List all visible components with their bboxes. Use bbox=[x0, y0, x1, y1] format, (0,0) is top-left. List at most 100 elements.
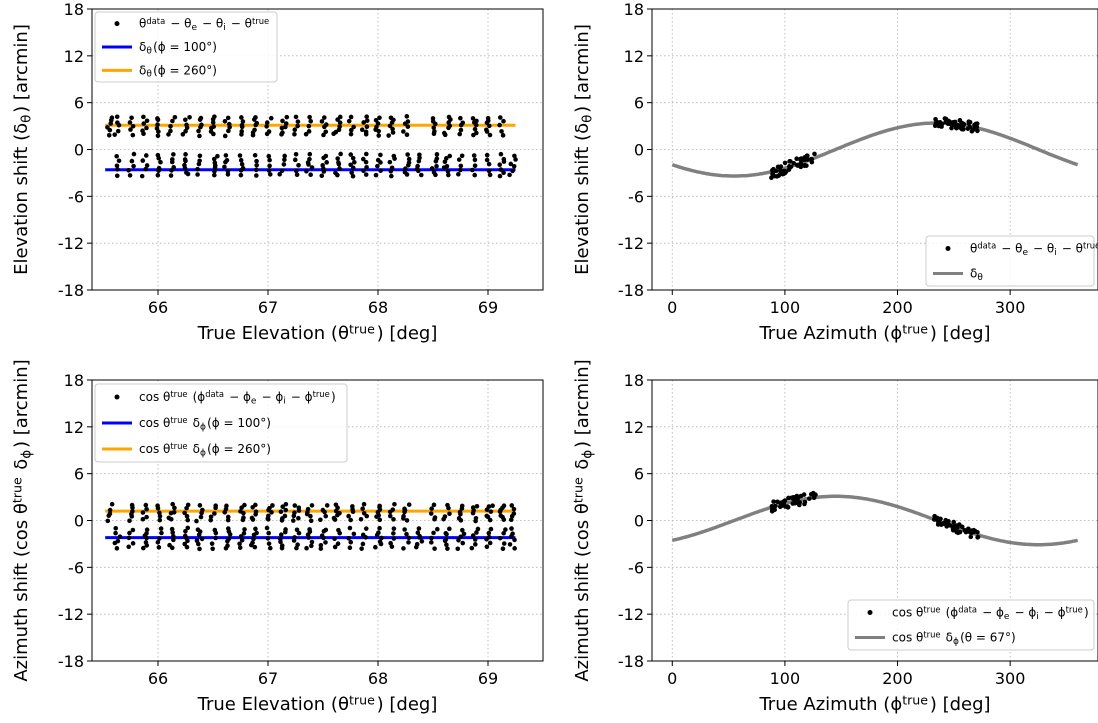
data-point bbox=[254, 163, 259, 168]
data-point bbox=[431, 502, 437, 508]
data-point bbox=[415, 163, 420, 169]
data-point bbox=[307, 527, 312, 532]
legend-label: θdata − θe − θi − θtrue bbox=[970, 241, 1098, 258]
data-point bbox=[337, 114, 343, 120]
y-axis-label: Azimuth shift (cos θtrue δϕ ) [arcmin] bbox=[570, 359, 595, 681]
data-point bbox=[105, 518, 111, 524]
legend-marker bbox=[114, 21, 120, 27]
data-point bbox=[802, 499, 808, 505]
data-point bbox=[497, 535, 503, 541]
data-point bbox=[509, 526, 514, 531]
data-point bbox=[348, 127, 354, 133]
data-point bbox=[405, 152, 410, 157]
legend-label: cos θtrue (ϕdata − ϕe − ϕi − ϕtrue ) bbox=[892, 605, 1089, 622]
data-point bbox=[351, 531, 357, 537]
data-point bbox=[292, 157, 298, 163]
data-point bbox=[485, 115, 491, 121]
data-point bbox=[223, 153, 229, 158]
data-point bbox=[222, 133, 228, 139]
data-point bbox=[417, 533, 422, 539]
data-point bbox=[195, 527, 201, 532]
data-point bbox=[497, 115, 503, 120]
data-point bbox=[458, 534, 464, 540]
data-point bbox=[210, 546, 215, 552]
data-point bbox=[798, 156, 804, 161]
data-point bbox=[416, 526, 422, 531]
data-point bbox=[242, 502, 247, 508]
data-point bbox=[488, 509, 494, 514]
data-point bbox=[964, 529, 969, 534]
data-point bbox=[510, 531, 515, 537]
data-point bbox=[319, 533, 325, 538]
data-point bbox=[157, 536, 162, 541]
data-point bbox=[337, 120, 343, 125]
data-point bbox=[270, 503, 275, 508]
data-point bbox=[198, 514, 204, 520]
data-point bbox=[769, 509, 775, 514]
data-point bbox=[279, 543, 285, 548]
data-point bbox=[390, 130, 396, 135]
data-point bbox=[321, 132, 326, 138]
data-point bbox=[239, 161, 245, 167]
data-point bbox=[446, 114, 452, 120]
data-point bbox=[199, 536, 205, 542]
data-point bbox=[484, 157, 490, 163]
data-point bbox=[351, 124, 356, 130]
data-point bbox=[155, 116, 160, 121]
data-point bbox=[281, 162, 287, 167]
data-point bbox=[208, 514, 214, 520]
data-point bbox=[224, 157, 230, 163]
data-point bbox=[456, 537, 461, 543]
plot-area bbox=[105, 501, 517, 552]
panel-p3: 0 100 200 300 -18 -12 -6 0 6 12 18 True Azimuth (ϕt… bbox=[570, 359, 1098, 715]
y-tick-label: -18 bbox=[618, 281, 644, 300]
data-point bbox=[405, 124, 411, 129]
y-tick-label: -18 bbox=[58, 281, 84, 300]
data-point bbox=[361, 168, 366, 174]
data-point bbox=[948, 523, 953, 528]
data-point bbox=[484, 544, 490, 550]
data-point bbox=[460, 527, 465, 533]
data-point bbox=[373, 172, 379, 178]
data-point bbox=[156, 545, 162, 550]
data-point bbox=[159, 530, 164, 536]
data-point bbox=[510, 168, 515, 174]
data-point bbox=[781, 501, 787, 507]
data-point bbox=[155, 503, 160, 508]
panel-p0: 66 67 68 69 -18 -12 -6 0 6 12 18 True Elevation (θt… bbox=[11, 0, 544, 344]
legend-label: cos θtrue δϕ (ϕ = 100°) bbox=[139, 415, 271, 432]
data-point bbox=[143, 502, 149, 508]
data-point bbox=[113, 530, 118, 536]
plot-area bbox=[671, 116, 1079, 180]
data-point bbox=[115, 120, 120, 125]
data-point bbox=[267, 172, 273, 177]
y-tick-label: -12 bbox=[58, 605, 84, 624]
data-point bbox=[429, 506, 434, 511]
data-point bbox=[788, 159, 793, 164]
data-point bbox=[292, 510, 297, 515]
data-point bbox=[486, 530, 492, 536]
data-point bbox=[304, 168, 309, 174]
data-point bbox=[140, 128, 145, 134]
data-point bbox=[375, 163, 380, 169]
data-point bbox=[117, 534, 123, 539]
data-point bbox=[127, 173, 133, 178]
data-point bbox=[266, 541, 272, 546]
data-point bbox=[296, 163, 301, 168]
data-point bbox=[266, 513, 271, 519]
data-point bbox=[225, 514, 231, 520]
data-point bbox=[303, 131, 309, 137]
data-point bbox=[332, 536, 337, 542]
data-point bbox=[798, 493, 804, 499]
data-point bbox=[252, 544, 258, 550]
data-point bbox=[406, 502, 412, 507]
data-point bbox=[361, 510, 367, 516]
data-point bbox=[144, 531, 149, 536]
data-point bbox=[213, 535, 218, 541]
data-point bbox=[155, 172, 161, 178]
data-point bbox=[240, 119, 246, 124]
data-point bbox=[509, 503, 515, 508]
data-point bbox=[419, 539, 425, 544]
data-point bbox=[240, 165, 246, 171]
data-point bbox=[106, 132, 112, 138]
